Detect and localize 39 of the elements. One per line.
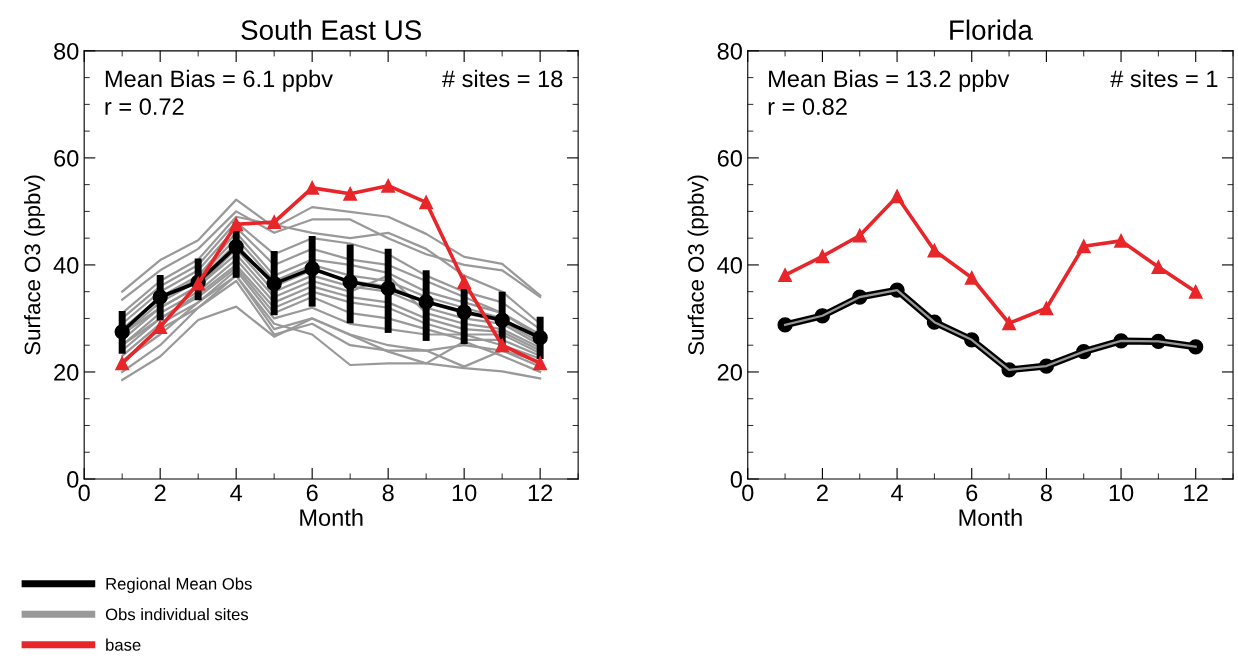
- x-tick-label: 12: [528, 484, 553, 501]
- y-tick-label: 60: [717, 149, 742, 167]
- x-tick-label: 10: [1109, 484, 1134, 502]
- chart-title: South East US: [241, 19, 421, 41]
- x-tick-label: 2: [154, 484, 166, 501]
- annotation: # sites = 1: [1110, 69, 1218, 88]
- annotation: Mean Bias = 6.1 ppbv: [105, 69, 333, 92]
- y-tick-label: 20: [54, 364, 79, 381]
- x-tick-label: 8: [1040, 484, 1052, 502]
- x-tick-label: 0: [742, 484, 754, 502]
- x-tick-label: 6: [966, 484, 978, 502]
- x-tick-label: 8: [382, 484, 394, 502]
- annotation: Mean Bias = 13.2 ppbv: [769, 69, 1010, 92]
- annotation: r = 0.82: [768, 98, 847, 115]
- annotation: r = 0.72: [105, 98, 184, 115]
- x-tick-label: 2: [817, 484, 828, 501]
- x-axis-title: Month: [300, 508, 363, 526]
- y-tick-label: 40: [53, 256, 79, 274]
- x-tick-label: 12: [1184, 484, 1208, 501]
- y-tick-label: 0: [67, 471, 79, 488]
- legend-label: Regional Mean Obs: [106, 577, 252, 594]
- x-tick-label: 10: [452, 484, 477, 502]
- y-tick-label: 20: [717, 364, 742, 381]
- x-axis-title: Month: [959, 508, 1022, 526]
- y-tick-label: 40: [717, 256, 742, 274]
- x-tick-label: 4: [891, 484, 903, 501]
- y-tick-label: 60: [54, 149, 79, 167]
- x-tick-label: 0: [78, 484, 90, 502]
- annotation: # sites = 18: [442, 69, 563, 88]
- x-tick-label: 6: [306, 484, 318, 502]
- x-tick-label: 4: [230, 484, 243, 501]
- y-tick-label: 80: [54, 42, 79, 60]
- y-tick-label: 0: [730, 471, 742, 488]
- chart-title: Florida: [950, 19, 1033, 41]
- y-axis-title: Surface O3 (ppbv): [24, 175, 45, 355]
- y-axis-title: Surface O3 (ppbv): [687, 175, 709, 355]
- legend-label: Obs individual sites: [105, 608, 249, 621]
- y-tick-label: 80: [717, 42, 742, 60]
- legend-label: base: [106, 638, 141, 651]
